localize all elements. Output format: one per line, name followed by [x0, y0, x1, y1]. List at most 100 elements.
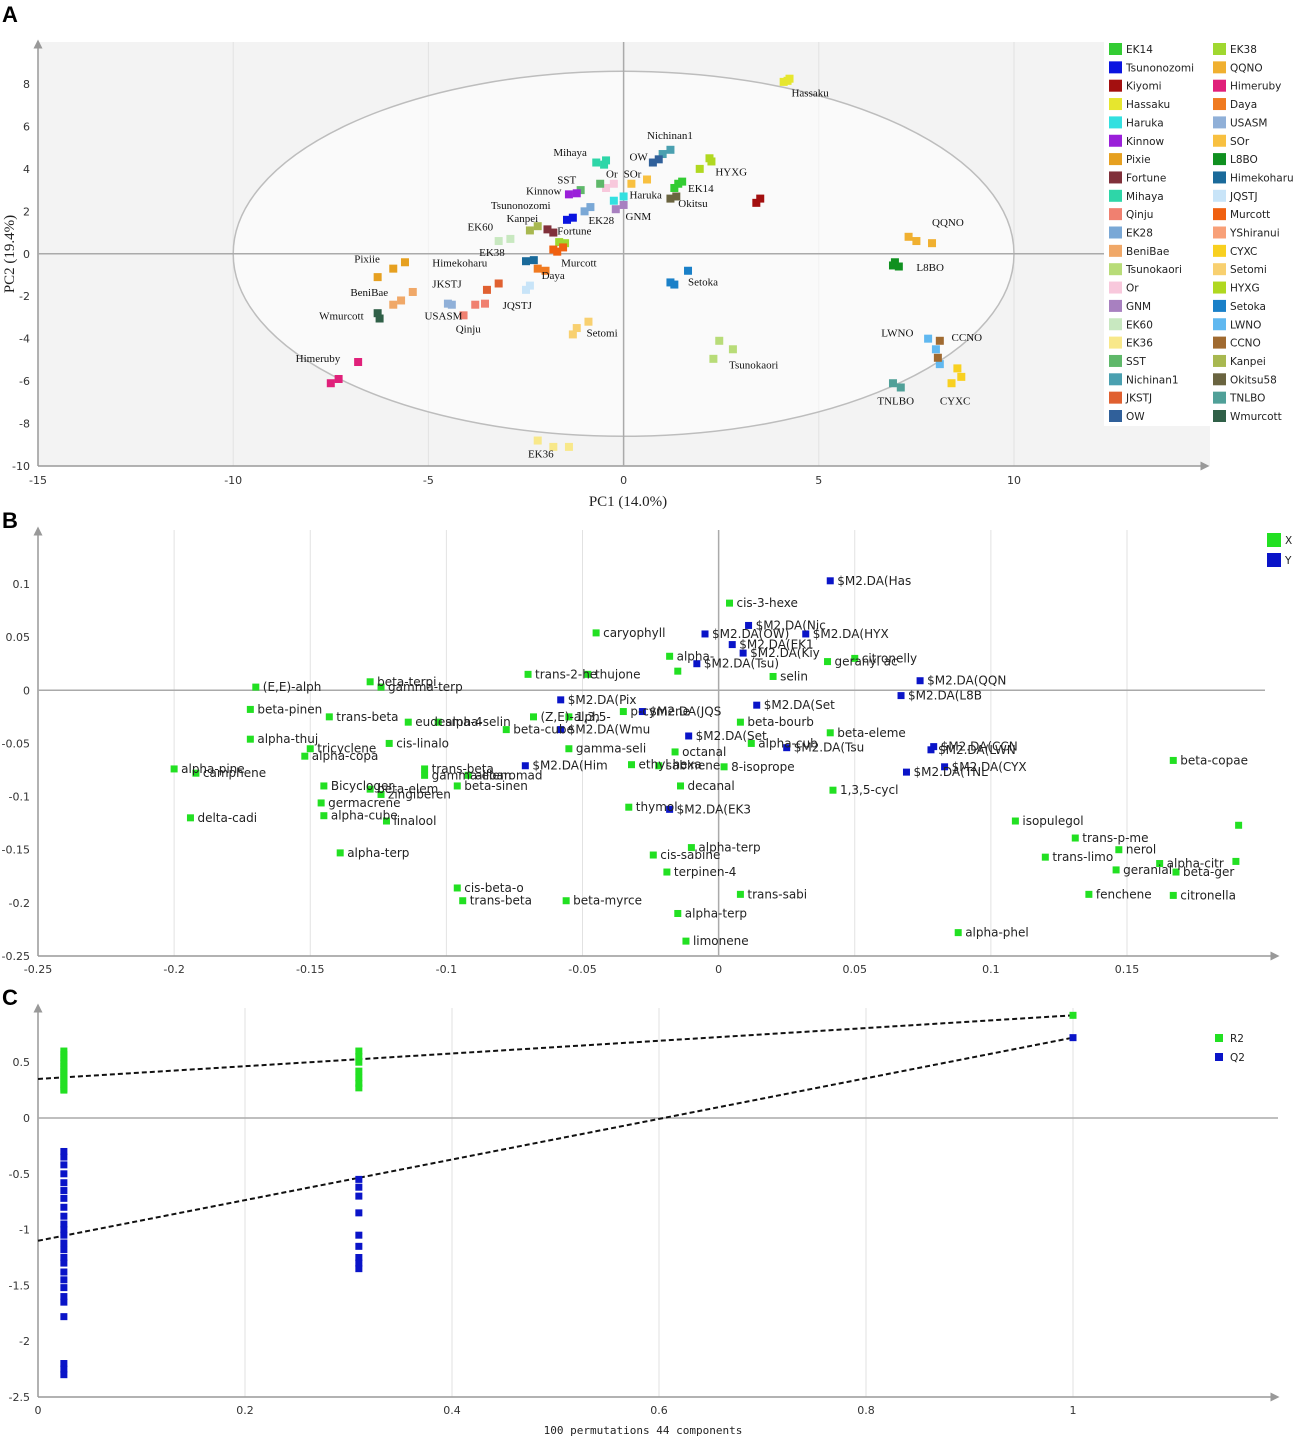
- loading-point: [565, 713, 573, 721]
- loading-point: [1085, 890, 1093, 898]
- loading-point-label: trans-beta: [336, 710, 398, 724]
- pca-point-label: Haruka: [629, 190, 661, 202]
- loading-point: [1156, 860, 1164, 868]
- permutation-x-tick-label: 0.4: [443, 1404, 461, 1417]
- loading-point-label: alpha-cube: [331, 809, 398, 823]
- loading-point-label: $M2.DA(LWN: [938, 743, 1016, 757]
- pca-legend-swatch: [1213, 153, 1226, 166]
- pca-legend-label: USASM: [1230, 117, 1267, 129]
- loading-tick-labels: -0.25 -0.2 -0.15 -0.1 -0.05 0 0.05 0.1 0.15 -0.25…: [2, 578, 1140, 976]
- pca-legend-swatch: [1109, 336, 1122, 349]
- loading-point: [728, 641, 736, 649]
- loading-point-label: geranial: [1123, 863, 1172, 877]
- loading-point: [747, 739, 755, 747]
- pca-point: [580, 207, 589, 216]
- loading-point: [529, 713, 537, 721]
- pca-point-label: USASM: [424, 311, 462, 323]
- loading-point: [421, 771, 429, 779]
- loading-point: [726, 599, 734, 607]
- pca-point: [643, 175, 652, 184]
- pca-legend-swatch: [1109, 281, 1122, 294]
- pca-legend-label: SST: [1126, 356, 1146, 368]
- permutation-x-tick-label: 0.8: [857, 1404, 875, 1417]
- pca-point-label: LWNO: [881, 328, 913, 340]
- pca-legend-swatch: [1213, 299, 1226, 312]
- permutation-point: [60, 1194, 68, 1202]
- pca-point: [559, 243, 568, 252]
- loading-point-label: eudesma-4: [415, 715, 482, 729]
- pca-legend-label: Setoka: [1230, 301, 1266, 313]
- pca-point: [529, 256, 538, 265]
- loading-point-label: 1,3,5-: [576, 710, 611, 724]
- pca-point-label: Or: [606, 168, 618, 180]
- loading-point-label: $M2.DA(EK1: [739, 638, 813, 652]
- loading-point-label: alpha-: [677, 649, 715, 663]
- pca-legend-swatch: [1109, 244, 1122, 257]
- pca-legend-label: OW: [1126, 411, 1145, 423]
- pca-y-tick-label: -4: [19, 333, 30, 346]
- loading-point-label: p-cymene: [630, 705, 690, 719]
- pca-y-tick-label: -6: [19, 375, 30, 388]
- loading-point: [671, 748, 679, 756]
- loading-point-label: limonene: [693, 934, 749, 948]
- pca-legend: EK14 Tsunonozomi Kiyomi Hassaku Haruka Kinnow…: [1109, 43, 1294, 423]
- loading-point: [562, 897, 570, 905]
- permutation-point: [60, 1313, 68, 1321]
- pca-point-label: Daya: [542, 270, 565, 282]
- pca-point: [666, 278, 675, 287]
- pca-legend-label: GNM: [1126, 301, 1151, 313]
- pca-point: [494, 279, 503, 288]
- pca-point: [933, 353, 942, 362]
- pca-point: [648, 158, 657, 167]
- loading-point-label: alpha-pine: [181, 762, 245, 776]
- pca-point: [896, 383, 905, 392]
- pca-y-tick-label: -8: [19, 418, 30, 431]
- loading-point-label: beta-pinen: [257, 702, 322, 716]
- pca-point: [602, 156, 611, 165]
- loading-point: [1169, 756, 1177, 764]
- loading-x-tick-label: 0.1: [982, 963, 1000, 976]
- pca-legend-label: HYXG: [1230, 283, 1260, 295]
- pca-legend-label: CYXC: [1230, 246, 1257, 258]
- permutation-regression-line: [37, 1036, 1074, 1242]
- permutation-point: [355, 1242, 363, 1250]
- pca-legend-swatch: [1109, 153, 1122, 166]
- loading-point: [320, 812, 328, 820]
- loading-y-tick-label: 0: [23, 684, 30, 697]
- permutation-point: [355, 1192, 363, 1200]
- loading-point: [736, 890, 744, 898]
- loading-point: [1235, 821, 1243, 829]
- pca-legend-swatch: [1109, 391, 1122, 404]
- pca-legend-label: EK28: [1126, 228, 1153, 240]
- loading-point: [366, 785, 374, 793]
- pca-point: [728, 345, 737, 354]
- permutation-point: [60, 1179, 68, 1187]
- pca-legend-label: TNLBO: [1229, 393, 1265, 405]
- pca-legend-label: Kinnow: [1126, 136, 1165, 148]
- pca-point: [666, 194, 675, 203]
- pca-legend-swatch: [1109, 263, 1122, 276]
- pca-point: [525, 226, 534, 235]
- pca-legend-swatch: [1109, 226, 1122, 239]
- loading-legend-label: Y: [1284, 555, 1292, 567]
- loading-point-label: $M2.DA(L8B: [908, 689, 982, 703]
- pca-point: [541, 266, 550, 275]
- pca-point-label: JKSTJ: [432, 279, 462, 291]
- loading-y-tick-label: -0.25: [2, 950, 30, 963]
- loading-point: [192, 769, 200, 777]
- pca-point: [904, 232, 913, 241]
- permutation-x-tick-label: 1: [1070, 1404, 1077, 1417]
- loading-point: [655, 762, 663, 770]
- loading-point: [421, 765, 429, 773]
- pca-legend-swatch: [1109, 134, 1122, 147]
- loading-point-label: thymol: [636, 800, 678, 814]
- pca-legend-label: EK36: [1126, 338, 1153, 350]
- permutation-point: [355, 1047, 363, 1055]
- permutation-point: [1069, 1034, 1077, 1042]
- loading-point: [783, 744, 791, 752]
- permutation-point: [60, 1239, 68, 1247]
- pca-legend-box: [1104, 38, 1297, 426]
- loading-point-label: $M2.DA(CYX: [952, 760, 1027, 774]
- loading-point-label: fenchene: [1096, 887, 1152, 901]
- loading-point-label: alpha-thuj: [257, 732, 318, 746]
